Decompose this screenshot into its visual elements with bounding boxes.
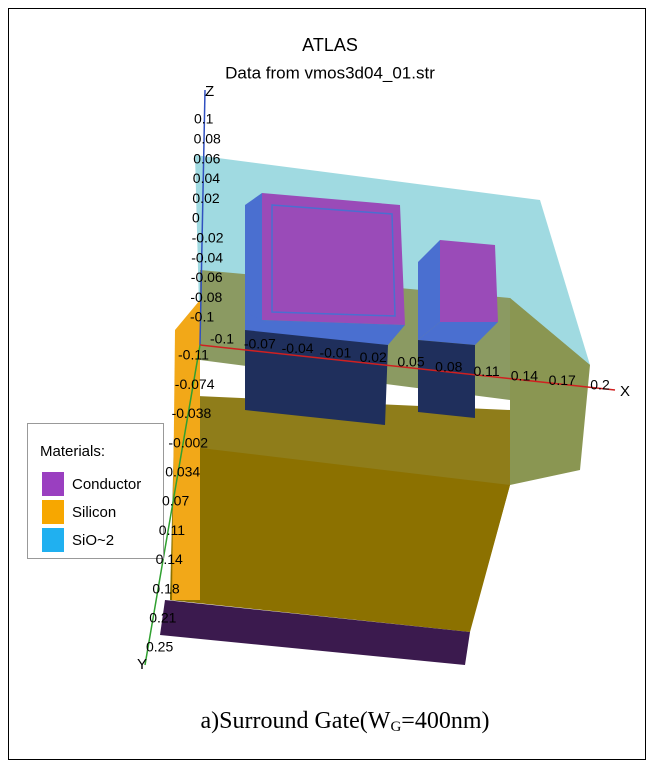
- legend-label: Conductor: [72, 476, 141, 493]
- y-tick-label: -0.074: [175, 376, 215, 392]
- z-tick-label: 0.06: [193, 150, 220, 166]
- y-tick-label: 0.18: [152, 580, 179, 596]
- gate-side: [245, 193, 262, 332]
- caption-subscript: G: [390, 719, 401, 735]
- x-tick-label: 0.08: [435, 358, 462, 374]
- caption-prefix: a)Surround Gate(W: [201, 708, 391, 734]
- z-axis-label: Z: [205, 83, 214, 100]
- legend-label: SiO~2: [72, 532, 114, 549]
- y-tick-label: 0.11: [159, 522, 185, 538]
- title: ATLAS: [302, 35, 358, 55]
- y-tick-label: -0.038: [172, 405, 212, 421]
- z-tick-label: 0.08: [194, 131, 221, 147]
- y-tick-label: 0.25: [146, 639, 173, 655]
- y-tick-label: 0.21: [149, 610, 176, 626]
- caption-suffix: =400nm): [401, 708, 489, 734]
- page: ATLAS Data from vmos3d04_01.str Z X Y Ma…: [0, 0, 655, 773]
- z-tick-label: 0.02: [192, 190, 219, 206]
- drain-top: [440, 240, 498, 322]
- y-tick-label: 0.14: [156, 551, 183, 567]
- x-axis-label: X: [620, 383, 630, 400]
- x-tick-label: -0.1: [210, 331, 234, 347]
- z-tick-label: 0.04: [193, 170, 220, 186]
- x-tick-label: 0.05: [397, 354, 424, 370]
- swatch: [42, 528, 64, 552]
- x-tick-label: 0.02: [360, 349, 387, 365]
- caption: a)Surround Gate(WG=400nm): [201, 708, 490, 736]
- swatch: [42, 500, 64, 524]
- legend-label: Silicon: [72, 504, 116, 521]
- z-tick-label: -0.04: [191, 249, 223, 265]
- z-tick-label: -0.02: [192, 230, 224, 246]
- x-tick-label: 0.14: [511, 368, 538, 384]
- y-axis-label: Y: [137, 656, 147, 673]
- figure: ATLAS Data from vmos3d04_01.str Z X Y Ma…: [0, 0, 655, 768]
- legend: Materials: Conductor Silicon SiO~2: [28, 424, 164, 559]
- z-tick-label: -0.08: [190, 289, 222, 305]
- z-tick-label: 0.1: [194, 111, 214, 127]
- x-tick-label: 0.17: [549, 372, 576, 388]
- x-tick-label: 0.2: [590, 377, 610, 393]
- z-tick-label: 0: [192, 210, 200, 226]
- y-tick-label: -0.11: [178, 347, 209, 363]
- x-tick-label: -0.04: [282, 340, 314, 356]
- swatch: [42, 472, 64, 496]
- y-tick-label: -0.002: [168, 434, 208, 450]
- subtitle: Data from vmos3d04_01.str: [225, 63, 435, 82]
- y-tick-label: 0.034: [165, 464, 200, 480]
- y-tick-label: 0.07: [162, 493, 189, 509]
- drain-front: [418, 340, 475, 418]
- z-tick-label: -0.06: [191, 269, 223, 285]
- x-tick-label: -0.07: [244, 335, 276, 351]
- legend-title: Materials:: [40, 443, 105, 460]
- x-tick-label: -0.01: [319, 345, 351, 361]
- x-tick-label: 0.11: [473, 363, 499, 379]
- z-tick-label: -0.1: [190, 309, 214, 325]
